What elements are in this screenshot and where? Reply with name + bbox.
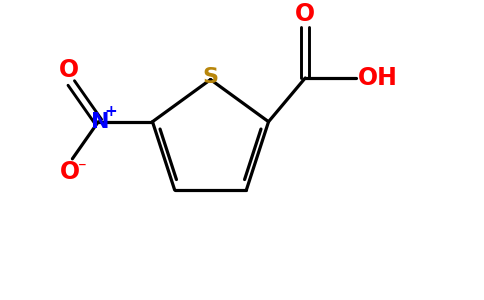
Text: N: N — [91, 112, 109, 132]
Text: +: + — [105, 104, 118, 119]
Text: S: S — [202, 67, 218, 87]
Text: O: O — [60, 160, 80, 184]
Text: O: O — [295, 2, 315, 26]
Text: ⁻: ⁻ — [78, 159, 87, 177]
Text: OH: OH — [358, 66, 398, 90]
Text: O: O — [59, 58, 79, 82]
